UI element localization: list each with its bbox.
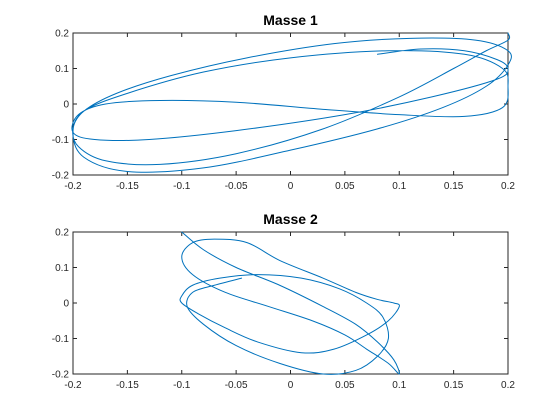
- y-tick-label: -0.2: [52, 171, 70, 182]
- y-tick-label: 0.1: [55, 263, 69, 274]
- chart-title-2: Masse 2: [263, 211, 318, 227]
- y-tick-label: 0.2: [55, 228, 69, 239]
- ticks-2: -0.2 -0.15 -0.1 -0.05 0 0.05 0.1 0.15 0.2 -0.2 -0.…: [52, 228, 516, 392]
- x-tick-label: 0.05: [335, 181, 355, 192]
- x-tick-label: -0.2: [64, 181, 82, 192]
- plot-area-2: [72, 231, 509, 375]
- y-tick-label: -0.1: [52, 135, 70, 146]
- y-tick-label: 0.1: [55, 64, 69, 75]
- x-tick-label: -0.1: [173, 181, 191, 192]
- y-tick-label: 0: [63, 299, 69, 310]
- axes-masse-1: Masse 1 -0.2 -0.15 -0.1 -0.05 0 0.05 0.1 0.15 0.…: [52, 12, 516, 192]
- axes-masse-2: Masse 2 -0.2 -0.15 -0.1 -0.05 0 0.05 0.1 0.15 0.…: [52, 211, 516, 391]
- y-tick-label: 0: [63, 100, 69, 111]
- x-tick-label: 0: [288, 380, 294, 391]
- x-tick-label: -0.15: [116, 380, 139, 391]
- x-tick-label: -0.15: [116, 181, 139, 192]
- x-tick-label: 0: [288, 181, 294, 192]
- x-tick-label: 0.05: [335, 380, 355, 391]
- chart-title-1: Masse 1: [263, 12, 318, 28]
- plot-area-1: [72, 32, 509, 176]
- ticks-1: -0.2 -0.15 -0.1 -0.05 0 0.05 0.1 0.15 0.2 -0.2 -0.…: [52, 29, 516, 193]
- x-tick-label: -0.05: [225, 181, 248, 192]
- x-tick-label: 0.1: [392, 181, 406, 192]
- y-tick-label: -0.2: [52, 370, 70, 381]
- x-tick-label: -0.2: [64, 380, 82, 391]
- series-line-masse-2: [179, 231, 400, 375]
- x-tick-label: 0.15: [444, 181, 464, 192]
- x-tick-label: 0.2: [501, 181, 515, 192]
- x-tick-label: -0.05: [225, 380, 248, 391]
- x-tick-label: 0.1: [392, 380, 406, 391]
- x-tick-label: 0.2: [501, 380, 515, 391]
- x-tick-label: 0.15: [444, 380, 464, 391]
- x-tick-label: -0.1: [173, 380, 191, 391]
- y-tick-label: -0.1: [52, 334, 70, 345]
- series-line-masse-1: [71, 32, 512, 173]
- y-tick-label: 0.2: [55, 29, 69, 40]
